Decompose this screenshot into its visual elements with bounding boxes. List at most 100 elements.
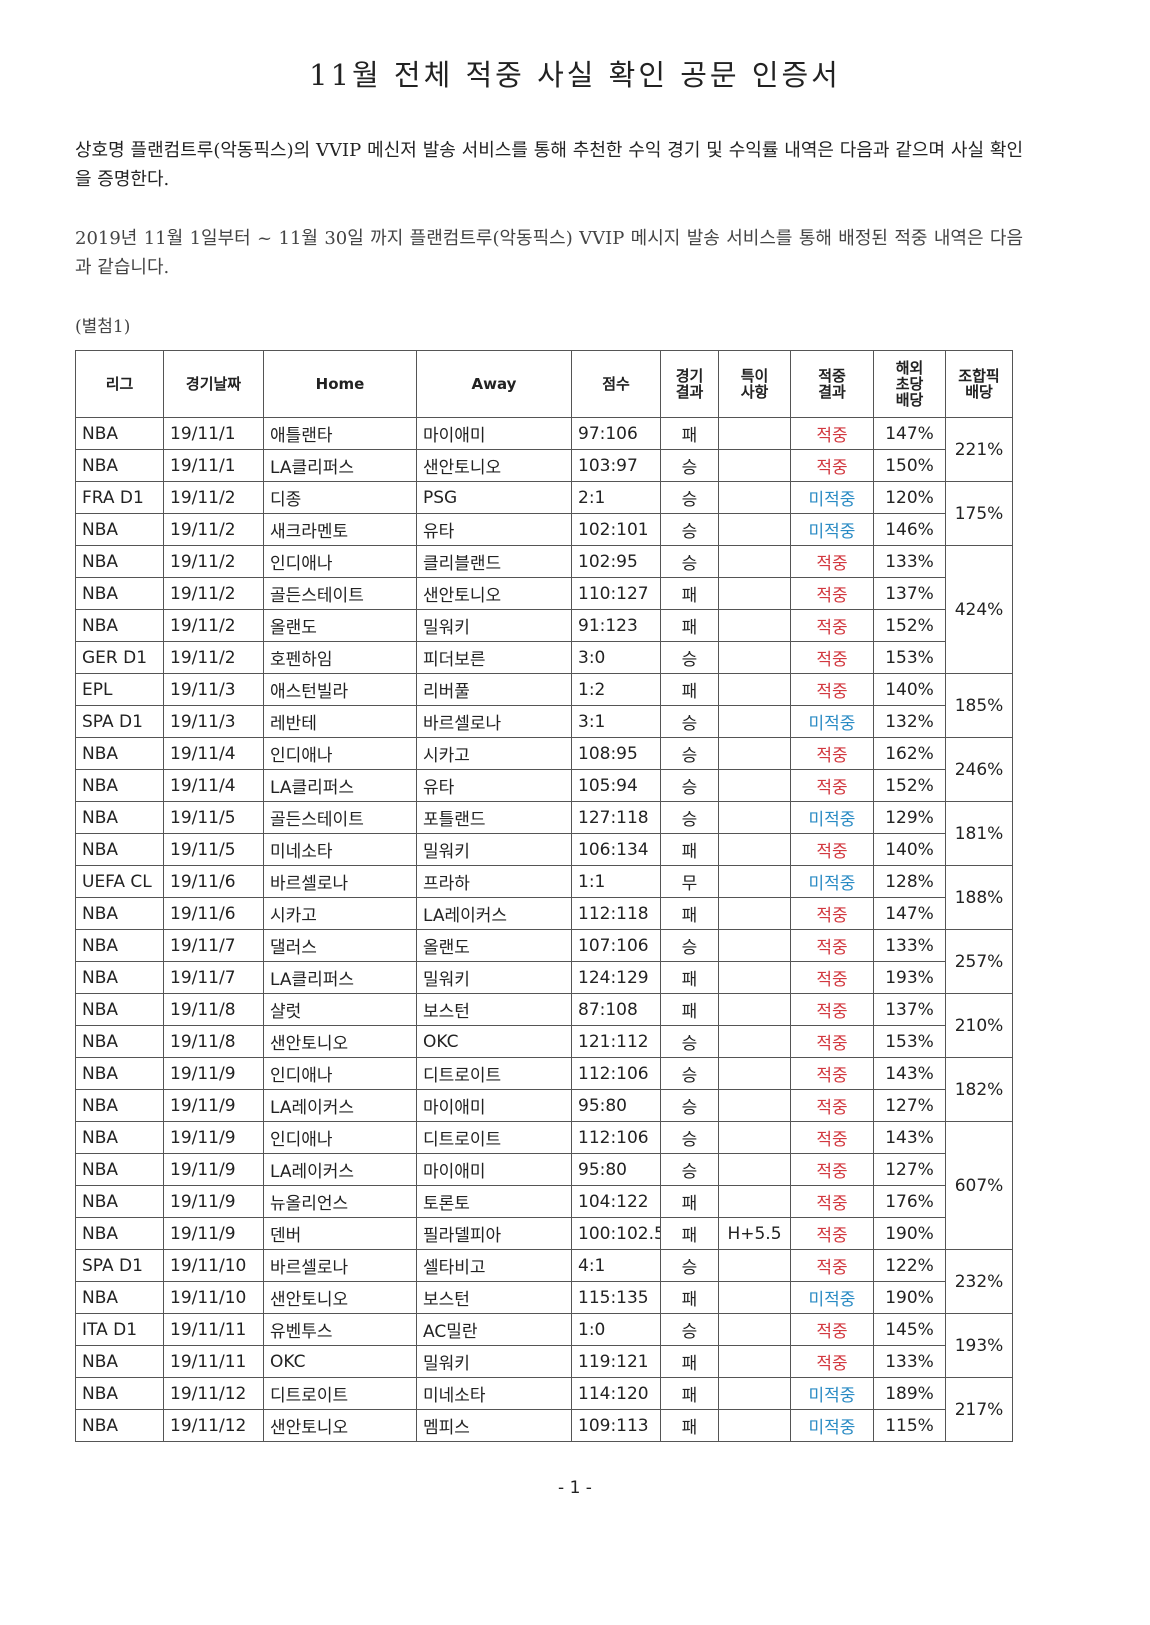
- cell: 승: [660, 769, 719, 802]
- cell: 리버풀: [416, 673, 572, 706]
- cell: 140%: [873, 673, 946, 706]
- cell: 143%: [873, 1121, 946, 1154]
- cell: 19/11/9: [163, 1185, 264, 1218]
- results-table: 리그 경기날짜 Home Away 점수 경기 결과 특이 사항 적중 결과 해외 초당 배당 조…: [75, 350, 1013, 1442]
- cell: LA클리퍼스: [263, 769, 417, 802]
- cell: LA클리퍼스: [263, 449, 417, 482]
- cell: [718, 673, 791, 706]
- cell: [718, 1281, 791, 1314]
- cell: 골든스테이트: [263, 801, 417, 834]
- column-header: Home: [263, 350, 417, 418]
- cell: 인디애나: [263, 545, 417, 578]
- cell: 셀타비고: [416, 1249, 572, 1282]
- cell: [718, 705, 791, 738]
- cell: 19/11/10: [163, 1281, 264, 1314]
- cell: [718, 865, 791, 898]
- cell: 승: [660, 513, 719, 546]
- cell: 152%: [873, 609, 946, 642]
- cell: 승: [660, 641, 719, 674]
- cell: 밀워키: [416, 609, 572, 642]
- cell: NBA: [75, 417, 164, 450]
- table-row: NBA 19/11/2 새크라멘토 유타 102:101 승 미적중 146%: [75, 513, 1013, 546]
- cell: 디트로이트: [263, 1377, 417, 1410]
- cell: 패: [660, 673, 719, 706]
- cell: 137%: [873, 577, 946, 610]
- cell: 애틀랜타: [263, 417, 417, 450]
- paragraph: 상호명 플랜컴트루(악동픽스)의 VVIP 메신저 발송 서비스를 통해 추천한…: [75, 140, 1023, 190]
- cell: 밀워키: [416, 1345, 572, 1378]
- cell: 적중: [790, 1089, 874, 1122]
- cell: 패: [660, 417, 719, 450]
- cell: 적중: [790, 609, 874, 642]
- cell: ITA D1: [75, 1313, 164, 1346]
- cell: 132%: [873, 705, 946, 738]
- cell: 19/11/8: [163, 1025, 264, 1058]
- cell: NBA: [75, 609, 164, 642]
- cell: [718, 1025, 791, 1058]
- cell: SPA D1: [75, 1249, 164, 1282]
- cell: OKC: [263, 1345, 417, 1378]
- cell: 110:127: [571, 577, 661, 610]
- column-header: 특이 사항: [718, 350, 791, 418]
- cell: 미적중: [790, 1377, 874, 1410]
- cell: 19/11/9: [163, 1121, 264, 1154]
- table-row: NBA 19/11/9 LA레이커스 마이애미 95:80 승 적중 127%: [75, 1089, 1013, 1122]
- cell: [718, 737, 791, 770]
- cell: 133%: [873, 545, 946, 578]
- cell: 19/11/6: [163, 865, 264, 898]
- cell: 19/11/9: [163, 1217, 264, 1250]
- cell: H+5.5: [718, 1217, 791, 1250]
- combo-odds: 424%: [945, 545, 1013, 674]
- cell: NBA: [75, 1153, 164, 1186]
- cell: 1:0: [571, 1313, 661, 1346]
- cell: 적중: [790, 961, 874, 994]
- cell: [718, 1089, 791, 1122]
- cell: 샬럿: [263, 993, 417, 1026]
- cell: 마이애미: [416, 1089, 572, 1122]
- cell: 95:80: [571, 1089, 661, 1122]
- cell: 패: [660, 1377, 719, 1410]
- cell: 적중: [790, 449, 874, 482]
- cell: 145%: [873, 1313, 946, 1346]
- cell: [718, 769, 791, 802]
- cell: 패: [660, 1185, 719, 1218]
- cell: 147%: [873, 417, 946, 450]
- cell: 바르셀로나: [416, 705, 572, 738]
- table-row: NBA 19/11/8 샌안토니오 OKC 121:112 승 적중 153%: [75, 1025, 1013, 1058]
- cell: 골든스테이트: [263, 577, 417, 610]
- cell: 19/11/7: [163, 929, 264, 962]
- cell: 146%: [873, 513, 946, 546]
- cell: NBA: [75, 1185, 164, 1218]
- cell: 91:123: [571, 609, 661, 642]
- cell: 114:120: [571, 1377, 661, 1410]
- cell: 19/11/2: [163, 513, 264, 546]
- cell: 미적중: [790, 801, 874, 834]
- combo-odds: 221%: [945, 417, 1013, 482]
- cell: 디종: [263, 481, 417, 514]
- cell: 115:135: [571, 1281, 661, 1314]
- combo-odds: 182%: [945, 1057, 1013, 1122]
- cell: 115%: [873, 1409, 946, 1442]
- cell: 19/11/8: [163, 993, 264, 1026]
- cell: 승: [660, 801, 719, 834]
- page-number: - 1 -: [558, 1478, 592, 1498]
- cell: NBA: [75, 769, 164, 802]
- cell: 패: [660, 833, 719, 866]
- cell: 19/11/2: [163, 545, 264, 578]
- cell: 패: [660, 1281, 719, 1314]
- cell: 19/11/9: [163, 1057, 264, 1090]
- cell: 미적중: [790, 865, 874, 898]
- table-row: NBA 19/11/4 LA클리퍼스 유타 105:94 승 적중 152%: [75, 769, 1013, 802]
- cell: PSG: [416, 481, 572, 514]
- table-row: NBA 19/11/1 애틀랜타 마이애미 97:106 패 적중 147% 221%: [75, 417, 1013, 482]
- cell: 127%: [873, 1153, 946, 1186]
- cell: NBA: [75, 1025, 164, 1058]
- table-row: SPA D1 19/11/3 레반테 바르셀로나 3:1 승 미적중 132%: [75, 705, 1013, 738]
- cell: 애스턴빌라: [263, 673, 417, 706]
- cell: NBA: [75, 1345, 164, 1378]
- cell: 인디애나: [263, 1121, 417, 1154]
- cell: 적중: [790, 1249, 874, 1282]
- combo-odds: 607%: [945, 1121, 1013, 1250]
- cell: 19/11/11: [163, 1313, 264, 1346]
